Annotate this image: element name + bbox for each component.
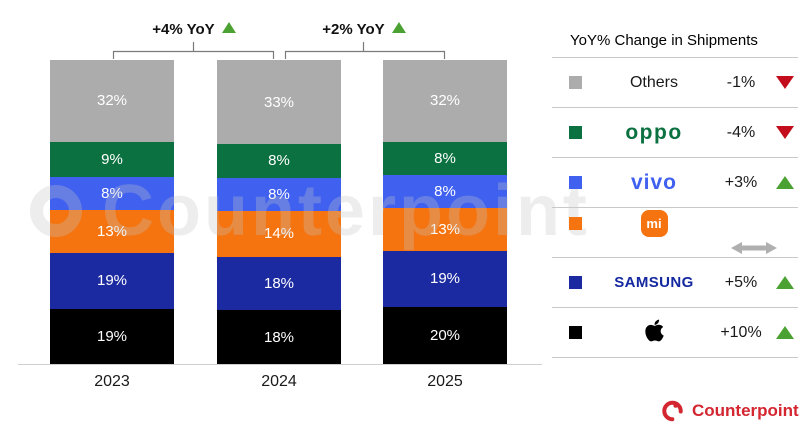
down-triangle-icon: [776, 126, 794, 139]
segment-xiaomi: 14%: [217, 210, 341, 257]
segment-vivo: 8%: [217, 177, 341, 211]
legend-title: YoY% Change in Shipments: [570, 32, 758, 49]
oppo-change-value: -4%: [726, 123, 756, 141]
legend-row-oppo: oppo -4%: [552, 107, 798, 157]
x-tick-2023: 2023: [94, 373, 130, 390]
oppo-logo: oppo: [625, 120, 683, 144]
down-triangle-icon: [776, 76, 794, 89]
legend-row-others: Others -1%: [552, 57, 798, 107]
counterpoint-logo: Counterpoint: [660, 398, 799, 423]
xiaomi-mi-logo: mi: [640, 210, 668, 237]
segment-oppo: 8%: [217, 144, 341, 178]
segment-label: 32%: [96, 92, 128, 110]
vivo-change-value: +3%: [724, 173, 758, 191]
legend-panel: YoY% Change in Shipments Others -1% oppo…: [552, 24, 798, 358]
stacked-bar-2023: 32% 9% 8% 13% 19% 19%: [50, 60, 174, 364]
segment-samsung: 19%: [383, 251, 507, 307]
segment-label: 33%: [263, 93, 295, 111]
others-swatch: [569, 76, 582, 89]
segment-label: 18%: [263, 274, 295, 292]
segment-samsung: 18%: [217, 256, 341, 311]
segment-apple: 20%: [383, 306, 507, 364]
stacked-bar-2024: 33% 8% 8% 14% 18% 18%: [217, 60, 341, 365]
segment-oppo: 8%: [383, 141, 507, 175]
segment-others: 32%: [383, 60, 507, 142]
x-tick-2024: 2024: [261, 373, 297, 390]
segment-vivo: 8%: [383, 174, 507, 208]
segment-label: 9%: [101, 150, 123, 168]
segment-vivo: 8%: [50, 176, 174, 210]
apple-icon: [644, 319, 664, 341]
segment-xiaomi: 13%: [383, 207, 507, 252]
segment-label: 8%: [434, 149, 456, 167]
others-change-value: -1%: [726, 73, 756, 91]
segment-label: 20%: [429, 326, 461, 344]
flat-double-arrow-icon: [731, 242, 777, 254]
segment-label: 8%: [101, 184, 123, 202]
up-triangle-icon: [391, 22, 406, 33]
segment-xiaomi: 13%: [50, 209, 174, 254]
samsung-swatch: [569, 276, 582, 289]
x-axis-line: [18, 364, 542, 365]
segment-label: 8%: [434, 182, 456, 200]
segment-label: 19%: [96, 272, 128, 290]
legend-row-apple: +10%: [552, 307, 798, 357]
segment-label: 19%: [96, 327, 128, 345]
segment-others: 32%: [50, 60, 174, 142]
legend-rows: Others -1% oppo -4% vivo +3% mi: [552, 57, 798, 358]
bracket-lines: [112, 42, 446, 59]
samsung-logo: SAMSUNG: [614, 274, 694, 291]
segment-label: 8%: [268, 152, 290, 170]
segment-oppo: 9%: [50, 141, 174, 177]
segment-label: 8%: [268, 185, 290, 203]
oppo-swatch: [569, 126, 582, 139]
legend-row-samsung: SAMSUNG +5%: [552, 257, 798, 307]
apple-logo-icon: [644, 318, 664, 348]
legend-row-xiaomi: mi: [552, 207, 798, 257]
segment-label: 19%: [429, 270, 461, 288]
legend-row-vivo: vivo +3%: [552, 157, 798, 207]
yoy-annotation-2024-2025: +2% YoY: [264, 21, 464, 38]
watermark-text: Counterpoint: [102, 171, 590, 251]
counterpoint-icon: [662, 400, 683, 422]
segment-label: 14%: [263, 225, 295, 243]
segment-label: 18%: [263, 328, 295, 346]
counterpoint-wordmark: Counterpoint: [692, 400, 799, 420]
segment-apple: 18%: [217, 310, 341, 365]
apple-change-value: +10%: [720, 323, 762, 341]
up-triangle-icon: [221, 22, 236, 33]
yoy-annotation-2023-2024: +4% YoY: [94, 21, 294, 38]
yoy-annotation-label: +4% YoY: [152, 21, 215, 38]
up-triangle-icon: [776, 176, 794, 189]
vivo-logo: vivo: [630, 170, 678, 194]
segment-label: 13%: [429, 221, 461, 239]
up-triangle-icon: [776, 326, 794, 339]
segment-label: 32%: [429, 92, 461, 110]
vivo-swatch: [569, 176, 582, 189]
x-tick-2025: 2025: [427, 373, 463, 390]
segment-label: 13%: [96, 223, 128, 241]
segment-samsung: 19%: [50, 253, 174, 309]
xiaomi-swatch: [569, 217, 582, 230]
apple-swatch: [569, 326, 582, 339]
stacked-bar-2025: 32% 8% 8% 13% 19% 20%: [383, 60, 507, 364]
segment-others: 33%: [217, 60, 341, 145]
up-triangle-icon: [776, 276, 794, 289]
yoy-annotation-label: +2% YoY: [322, 21, 385, 38]
samsung-change-value: +5%: [724, 273, 758, 291]
segment-apple: 19%: [50, 308, 174, 364]
others-label: Others: [629, 73, 678, 91]
flat-arrow-wrap: [731, 241, 777, 255]
